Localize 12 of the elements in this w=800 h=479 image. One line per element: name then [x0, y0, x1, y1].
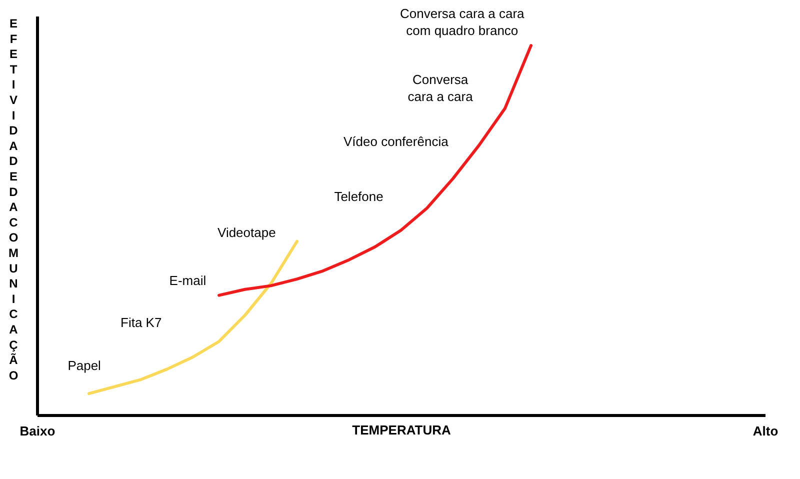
text: EFETIVIDADE DA COMUNICAÇÃO [8, 16, 18, 382]
annotation: Papel [68, 358, 102, 373]
annotation: E-mail [169, 272, 206, 288]
x-tick-label: Baixo [20, 424, 56, 438]
annotation: Conversa cara a cara [408, 72, 474, 104]
annotation: Vídeo conferência [344, 134, 450, 150]
annotation: Telefone [334, 189, 384, 204]
x-tick-label: Alto [752, 424, 778, 438]
annotation: Videotape [218, 225, 276, 240]
x-axis-title: TEMPERATURA [352, 422, 452, 438]
annotation: Fita K7 [120, 314, 162, 330]
text: Conversa cara a cara com quadro branco [400, 6, 526, 38]
